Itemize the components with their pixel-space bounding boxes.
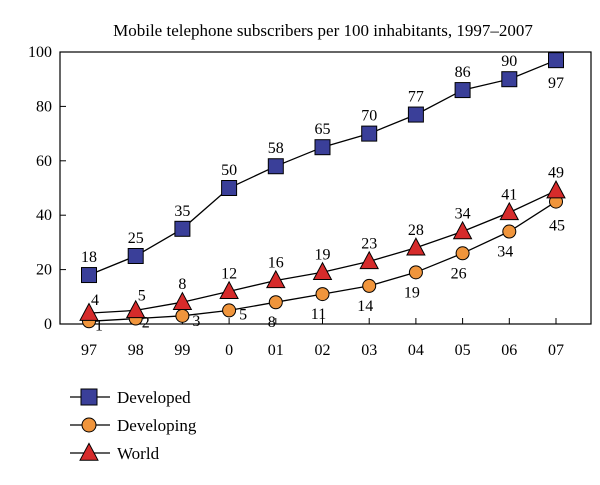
data-label-developing: 8 <box>268 314 276 331</box>
marker-developing <box>175 308 190 323</box>
x-tick-label: 04 <box>408 342 424 359</box>
data-label-developing: 3 <box>192 313 200 330</box>
marker-world <box>546 180 566 199</box>
series-lines <box>88 59 557 322</box>
data-label-developed: 97 <box>548 75 564 92</box>
data-label-world: 5 <box>138 287 146 304</box>
data-label-developing: 5 <box>239 306 247 323</box>
data-label-developed: 25 <box>128 230 144 247</box>
x-tick-label: 02 <box>315 342 331 359</box>
marker-world <box>266 269 286 289</box>
data-label-world: 4 <box>91 292 99 309</box>
marker-developed <box>361 125 378 142</box>
legend-marker-developed <box>80 388 98 406</box>
marker-developing <box>315 287 330 302</box>
chart-title: Mobile telephone subscribers per 100 inh… <box>113 21 533 40</box>
x-tick-label: 0 <box>225 342 233 359</box>
data-label-world: 28 <box>408 222 424 239</box>
x-tick-label: 03 <box>361 342 377 359</box>
data-label-developing: 19 <box>404 284 420 301</box>
data-label-developed: 70 <box>361 108 377 125</box>
legend-label-developing: Developing <box>117 416 197 435</box>
marker-developing <box>502 224 517 239</box>
data-label-developed: 77 <box>408 89 424 106</box>
data-label-world: 16 <box>268 254 284 271</box>
marker-world <box>219 280 239 300</box>
marker-developed <box>127 248 144 264</box>
marker-world <box>312 261 333 281</box>
marker-developing <box>222 303 237 318</box>
x-tick-label: 98 <box>128 342 144 359</box>
data-label-developed: 35 <box>174 203 190 220</box>
data-label-developing: 14 <box>357 298 373 315</box>
data-label-world: 23 <box>361 235 377 252</box>
y-tick-label: 100 <box>28 44 52 61</box>
data-label-developed: 50 <box>221 162 237 179</box>
marker-developing <box>268 295 283 310</box>
data-label-developing: 11 <box>311 306 326 323</box>
data-label-developing: 2 <box>142 315 150 332</box>
data-label-developed: 58 <box>268 140 284 157</box>
y-tick-label: 40 <box>36 207 52 224</box>
data-label-developing: 26 <box>451 265 467 282</box>
data-label-developing: 34 <box>497 244 513 261</box>
marker-world <box>125 299 146 319</box>
marker-world <box>499 201 520 221</box>
marker-developed <box>221 180 238 196</box>
data-label-developing: 1 <box>95 317 103 334</box>
marker-developed <box>267 158 284 175</box>
data-label-developed: 90 <box>501 53 517 70</box>
data-label-world: 34 <box>455 206 471 223</box>
legend-label-world: World <box>117 444 160 463</box>
y-tick-label: 20 <box>36 262 52 279</box>
marker-developed <box>407 106 424 123</box>
marker-world <box>79 302 99 321</box>
data-label-world: 8 <box>178 276 186 293</box>
x-axis: 97 98 99 0 01 02 03 04 05 06 07 <box>81 318 564 359</box>
marker-developing <box>362 278 377 293</box>
marker-developing <box>455 246 470 261</box>
marker-developed <box>548 52 564 69</box>
x-tick-label: 99 <box>174 342 190 359</box>
marker-world <box>452 220 473 240</box>
marker-world <box>406 237 426 256</box>
data-label-world: 41 <box>501 186 517 203</box>
x-tick-label: 06 <box>501 342 517 359</box>
legend-marker-developing <box>81 417 97 433</box>
marker-world <box>172 291 193 310</box>
data-label-world: 12 <box>221 265 237 282</box>
marker-developed <box>81 267 97 284</box>
legend-marker-world <box>79 442 99 461</box>
marker-developing <box>408 265 423 280</box>
data-label-world: 19 <box>315 246 331 263</box>
y-tick-label: 60 <box>36 153 52 170</box>
x-tick-label: 01 <box>268 342 284 359</box>
marker-developed <box>501 71 518 88</box>
data-label-developed: 86 <box>455 64 471 81</box>
marker-world <box>359 250 379 270</box>
x-tick-label: 07 <box>548 342 564 359</box>
series-markers <box>79 52 566 329</box>
y-tick-label: 80 <box>36 98 52 115</box>
y-tick-label: 0 <box>44 316 52 333</box>
marker-developed <box>454 82 471 99</box>
marker-developed <box>314 139 331 156</box>
marker-developed <box>174 220 191 237</box>
x-tick-label: 97 <box>81 342 97 359</box>
data-label-developed: 65 <box>315 121 331 138</box>
x-tick-label: 05 <box>455 342 471 359</box>
legend-label-developed: Developed <box>117 388 191 407</box>
legend: Developed Developing World <box>70 388 197 463</box>
data-label-developed: 18 <box>81 249 97 266</box>
y-axis: 0 20 40 60 80 100 <box>28 44 66 333</box>
data-label-developing: 45 <box>549 218 565 235</box>
data-label-world: 49 <box>548 165 564 182</box>
plot-area-frame <box>59 51 592 325</box>
